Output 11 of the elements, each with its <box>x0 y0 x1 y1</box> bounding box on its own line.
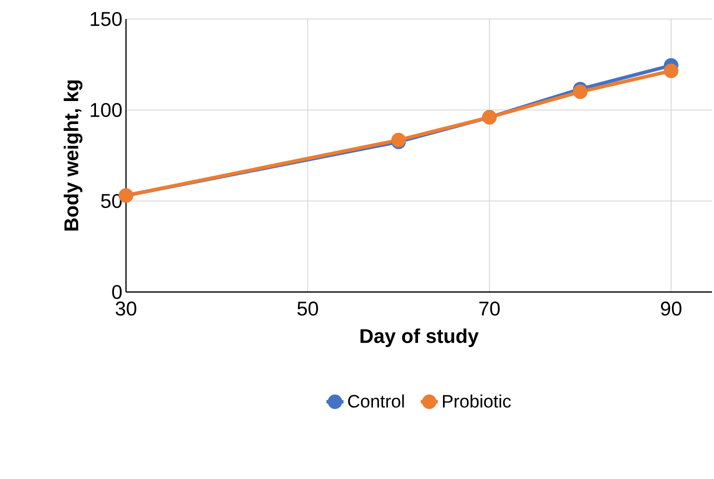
x-tick-label: 30 <box>116 302 136 316</box>
y-tick-label: 150 <box>90 12 122 26</box>
y-tick-label: 100 <box>90 102 122 118</box>
x-tick-label: 90 <box>660 302 682 316</box>
x-axis-title: Day of study <box>360 328 479 348</box>
y-tick-label: 0 <box>112 284 122 300</box>
x-tick-label: 70 <box>479 302 500 316</box>
y-axis-title: Body weight, kg <box>64 80 82 231</box>
legend-label: Probiotic <box>442 394 511 408</box>
legend-label: Control <box>348 394 404 408</box>
x-tick-label: 50 <box>297 302 318 316</box>
